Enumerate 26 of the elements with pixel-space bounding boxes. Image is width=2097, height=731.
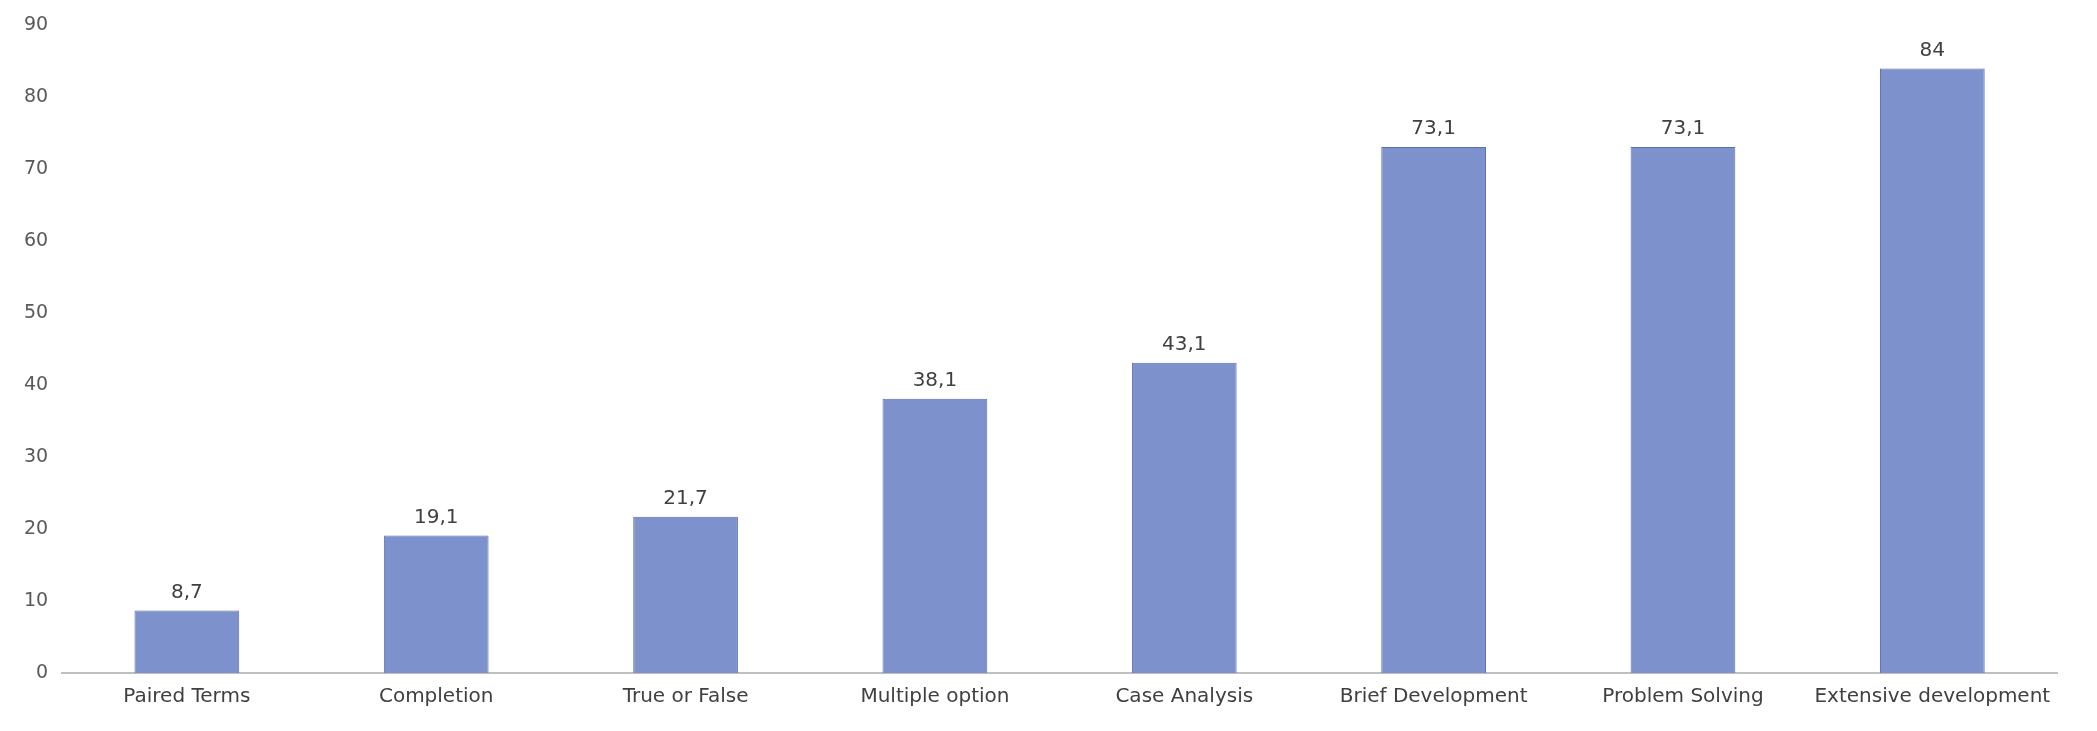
data-label: 38,1 [912,367,958,392]
x-tick-label: Extensive development [1814,683,2051,708]
x-tick-label: Paired Terms [123,683,251,708]
data-label: 43,1 [1162,331,1207,356]
x-tick-label: True or False [621,683,749,708]
data-label: 73,1 [1660,115,1706,140]
y-tick-label: 40 [23,372,49,395]
y-tick-label: 0 [36,659,49,682]
y-tick-label: 60 [23,228,49,251]
y-tick-label: 80 [23,84,49,107]
data-label: 19,1 [413,503,459,528]
data-label: 73,1 [1411,115,1456,140]
y-tick-label: 30 [23,444,49,467]
x-tick-label: Case Analysis [1115,683,1254,708]
data-label: 8,7 [170,578,203,603]
x-tick-label: Problem Solving [1602,683,1764,708]
y-tick-label: 10 [23,587,49,610]
x-tick-label: Brief Development [1339,683,1528,708]
data-label: 21,7 [663,485,708,510]
y-tick-label: 70 [23,156,49,179]
y-tick-label: 50 [23,300,49,323]
y-tick-label: 90 [23,12,49,35]
x-tick-label: Multiple option [860,683,1010,708]
x-tick-label: Completion [378,683,494,708]
y-tick-label: 20 [23,516,49,539]
data-label: 84 [1919,36,1946,61]
